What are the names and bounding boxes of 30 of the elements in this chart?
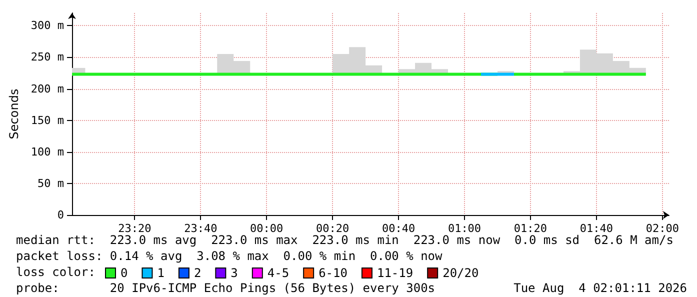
legend-label: 2	[194, 266, 202, 280]
y-axis-title: Seconds	[7, 88, 21, 140]
legend-label: 20/20	[442, 266, 479, 280]
x-tick-label: 01:20	[514, 222, 548, 235]
x-tick-label: 23:40	[184, 222, 218, 235]
y-tick-label: 200 m	[30, 82, 64, 96]
x-tick-label: 02:00	[646, 222, 679, 235]
x-tick-label: 23:20	[118, 222, 152, 235]
x-tick-label: 01:00	[448, 222, 482, 235]
legend-label: 1	[157, 266, 164, 280]
y-tick-label: 50 m	[38, 176, 64, 190]
x-tick-label: 00:20	[316, 222, 350, 235]
text: packet loss: 0.14 % avg 3.08 % max 0.00 % min 0.00 % now	[16, 249, 444, 263]
text: probe: 20 IPv6-ICMP Echo Pings (56 Bytes) every 300s	[16, 281, 436, 295]
y-tick-label: 0	[57, 208, 64, 222]
y-tick-label: 150 m	[30, 114, 64, 127]
legend-label: 3	[230, 266, 238, 280]
legend-label: 11-19	[376, 266, 414, 280]
legend-label: 0	[120, 266, 128, 280]
x-tick-label: 00:00	[250, 222, 284, 235]
legend-label: 4-5	[267, 266, 290, 280]
legend-label: 6-10	[318, 266, 348, 280]
y-tick-label: 250 m	[30, 50, 64, 64]
y-tick-label: 300 m	[30, 19, 64, 32]
x-tick-label: 01:40	[580, 222, 613, 235]
text: Tue Aug 4 02:01:11 2026	[514, 281, 687, 295]
legend-title: loss color:	[16, 265, 96, 279]
x-tick-label: 00:40	[382, 222, 416, 235]
text: median rtt: 223.0 ms avg 223.0 ms max 223.0 ms min 223.0 ms now 0.0 ms sd 62.6 M am/s	[16, 233, 674, 247]
y-tick-label: 100 m	[30, 145, 64, 158]
